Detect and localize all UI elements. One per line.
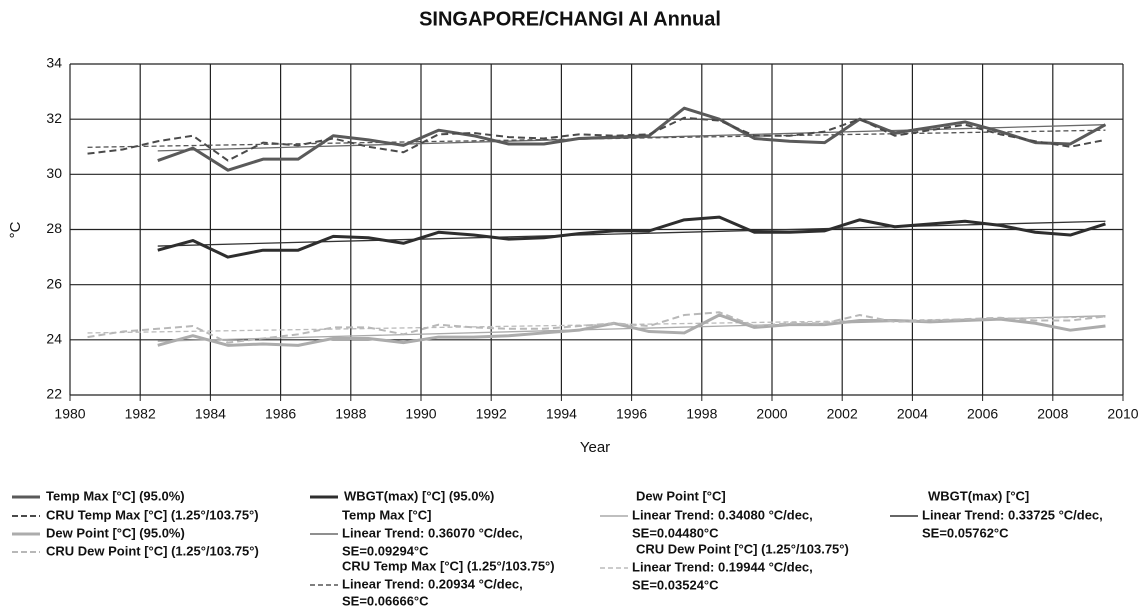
legend-heading: CRU Dew Point [°C] (1.25°/103.75°) — [636, 541, 849, 556]
y-tick-label: 32 — [46, 110, 62, 126]
legend-label: Linear Trend: 0.20934 °C/dec, — [342, 576, 523, 591]
legend-label: WBGT(max) [°C] (95.0%) — [344, 488, 494, 503]
legend-label: CRU Temp Max [°C] (1.25°/103.75°) — [46, 507, 259, 522]
legend-label: Temp Max [°C] (95.0%) — [46, 488, 185, 503]
y-tick-label: 24 — [46, 331, 62, 347]
x-tick-label: 1980 — [54, 406, 85, 422]
x-tick-label: 1984 — [195, 406, 226, 422]
x-tick-label: 2004 — [897, 406, 928, 422]
legend-heading: WBGT(max) [°C] — [928, 488, 1029, 503]
legend-heading: Temp Max [°C] — [342, 507, 431, 522]
legend-label: Linear Trend: 0.33725 °C/dec, — [922, 507, 1103, 522]
x-tick-label: 1994 — [546, 406, 577, 422]
y-tick-label: 30 — [46, 165, 62, 181]
legend-label: Dew Point [°C] (95.0%) — [46, 525, 185, 540]
x-tick-label: 2000 — [756, 406, 787, 422]
series-line — [157, 313, 1106, 347]
x-tick-label: 1986 — [265, 406, 296, 422]
x-tick-label: 1992 — [476, 406, 507, 422]
y-tick-label: 26 — [46, 275, 62, 291]
legend-heading: Dew Point [°C] — [636, 488, 726, 503]
legend-label: Linear Trend: 0.34080 °C/dec, — [632, 507, 813, 522]
y-tick-label: 28 — [46, 220, 62, 236]
x-tick-label: 1990 — [405, 406, 436, 422]
x-axis-label: Year — [580, 439, 610, 456]
x-tick-label: 1988 — [335, 406, 366, 422]
x-tick-label: 2002 — [827, 406, 858, 422]
x-tick-label: 1982 — [125, 406, 156, 422]
legend-label: SE=0.06666°C — [342, 593, 429, 608]
series-line — [157, 215, 1106, 259]
x-tick-label: 1998 — [686, 406, 717, 422]
series-line — [87, 311, 1106, 344]
legend-label: Linear Trend: 0.19944 °C/dec, — [632, 559, 813, 574]
x-tick-label: 2006 — [967, 406, 998, 422]
x-tick-label: 2010 — [1107, 406, 1138, 422]
y-axis-label: °C — [7, 221, 24, 238]
legend-label: SE=0.09294°C — [342, 543, 429, 558]
legend-heading: CRU Temp Max [°C] (1.25°/103.75°) — [342, 558, 555, 573]
trend-line — [87, 129, 1106, 148]
legend-label: Linear Trend: 0.36070 °C/dec, — [342, 525, 523, 540]
y-tick-label: 34 — [46, 55, 62, 71]
trend-line — [87, 316, 1106, 334]
legend-label: SE=0.05762°C — [922, 525, 1009, 540]
y-tick-label: 22 — [46, 386, 62, 402]
legend-label: SE=0.04480°C — [632, 525, 719, 540]
series-line — [87, 116, 1106, 162]
x-tick-label: 1996 — [616, 406, 647, 422]
chart-title: SINGAPORE/CHANGI AI Annual — [419, 8, 721, 30]
legend-label: SE=0.03524°C — [632, 577, 719, 592]
series-line — [157, 106, 1107, 172]
legend-label: CRU Dew Point [°C] (1.25°/103.75°) — [46, 543, 259, 558]
x-tick-label: 2008 — [1037, 406, 1068, 422]
